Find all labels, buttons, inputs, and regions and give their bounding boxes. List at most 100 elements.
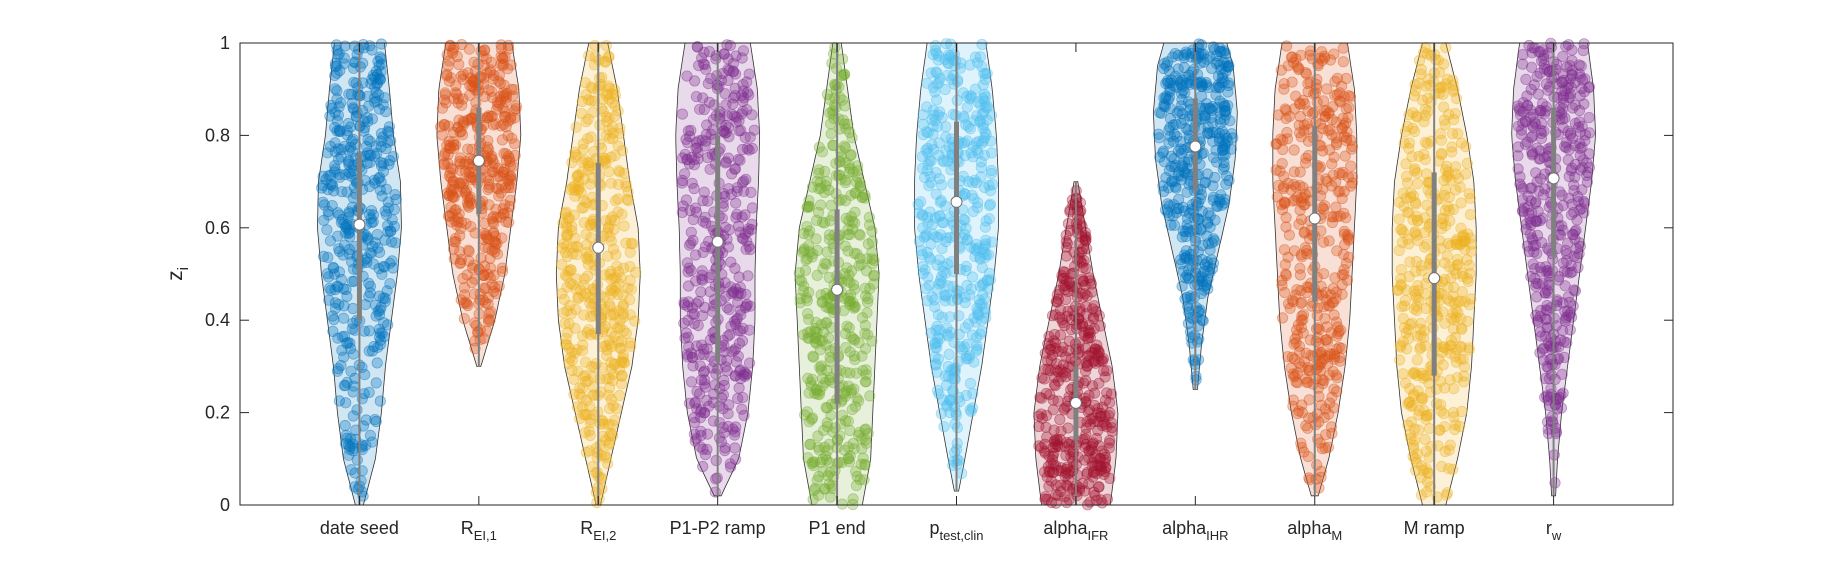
data-point [502, 130, 514, 142]
data-point [1576, 161, 1589, 173]
data-point [823, 292, 835, 304]
data-point [371, 148, 383, 160]
data-point [457, 181, 469, 193]
data-point [487, 211, 499, 223]
data-point [1400, 377, 1412, 389]
data-point [1549, 477, 1561, 489]
data-point [1439, 257, 1451, 269]
data-point [499, 51, 511, 63]
data-point [1298, 227, 1310, 239]
data-point [502, 43, 515, 55]
data-point [741, 142, 753, 155]
data-point [1530, 215, 1542, 227]
data-point [584, 219, 596, 232]
data-point [1050, 497, 1062, 509]
data-point [382, 226, 394, 238]
data-point [454, 230, 466, 242]
data-point [1450, 161, 1462, 173]
data-point [448, 236, 461, 248]
data-point [500, 216, 512, 228]
data-point [338, 300, 350, 312]
median-marker [831, 283, 844, 296]
data-point [443, 210, 456, 222]
data-point [613, 305, 625, 317]
data-point [1540, 304, 1552, 316]
data-point [323, 170, 335, 182]
data-point [1397, 312, 1409, 325]
data-point [603, 112, 615, 124]
data-point [602, 457, 614, 470]
data-point [556, 259, 568, 271]
data-point [486, 92, 499, 104]
data-point [722, 152, 735, 164]
data-point [1054, 329, 1067, 341]
data-point [1331, 330, 1343, 342]
data-point [335, 216, 347, 229]
data-point [436, 102, 448, 114]
data-point [676, 174, 689, 187]
data-point [346, 323, 358, 335]
data-point [604, 214, 617, 226]
data-point [1086, 380, 1099, 392]
data-point [741, 87, 754, 99]
data-point [1282, 177, 1294, 189]
data-point [578, 194, 590, 206]
data-point [481, 141, 494, 153]
data-point [731, 185, 743, 197]
data-point [841, 320, 853, 332]
data-point [320, 173, 332, 185]
data-point [615, 272, 627, 284]
data-point [1272, 180, 1285, 192]
data-point [373, 290, 386, 302]
data-point [375, 58, 388, 70]
data-point [580, 287, 592, 299]
data-point [378, 317, 390, 329]
data-point [617, 289, 629, 301]
data-point [581, 326, 593, 339]
data-point [840, 174, 852, 186]
data-point [1169, 70, 1181, 82]
data-point [1540, 313, 1552, 325]
data-point [363, 325, 375, 337]
data-point [929, 86, 941, 98]
data-point [1270, 138, 1282, 150]
data-point [450, 87, 462, 99]
data-point [498, 118, 510, 130]
data-point [983, 179, 995, 191]
data-point [1191, 336, 1204, 348]
data-point [329, 302, 341, 315]
data-point [1411, 167, 1423, 179]
data-point [606, 283, 618, 295]
data-point [839, 415, 852, 427]
data-point [1331, 72, 1344, 84]
data-point [1579, 73, 1591, 85]
data-point [442, 210, 455, 222]
data-point [730, 116, 742, 128]
data-point [445, 72, 457, 84]
data-point [676, 108, 689, 120]
data-point [374, 338, 386, 351]
data-point [453, 208, 465, 220]
data-point [455, 216, 468, 228]
data-point [441, 49, 453, 61]
data-point [326, 178, 338, 190]
data-point [1294, 204, 1306, 216]
data-point [1077, 275, 1089, 287]
data-point [969, 250, 981, 263]
data-point [493, 280, 505, 292]
data-point [333, 125, 345, 137]
data-point [488, 227, 500, 239]
data-point [318, 199, 330, 211]
data-point [1344, 91, 1357, 103]
data-point [608, 83, 621, 96]
data-point [1275, 64, 1287, 76]
data-point [1447, 74, 1459, 86]
data-point [559, 317, 571, 329]
data-point [574, 382, 586, 394]
data-point [329, 297, 341, 309]
data-point [1054, 413, 1066, 426]
data-point [370, 140, 382, 152]
data-point [503, 216, 515, 228]
data-point [451, 212, 464, 224]
data-point [329, 160, 341, 172]
